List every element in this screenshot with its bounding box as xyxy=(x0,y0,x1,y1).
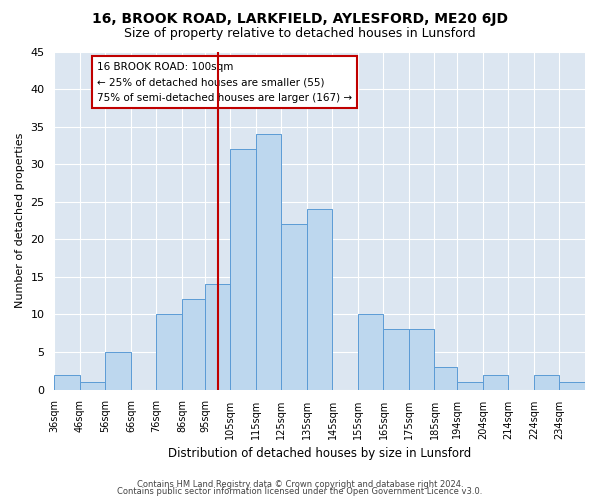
Bar xyxy=(383,330,409,390)
Bar xyxy=(409,330,434,390)
Bar xyxy=(256,134,281,390)
Bar xyxy=(230,149,256,390)
Text: 16, BROOK ROAD, LARKFIELD, AYLESFORD, ME20 6JD: 16, BROOK ROAD, LARKFIELD, AYLESFORD, ME… xyxy=(92,12,508,26)
Text: Contains public sector information licensed under the Open Government Licence v3: Contains public sector information licen… xyxy=(118,487,482,496)
Bar xyxy=(534,374,559,390)
Text: Size of property relative to detached houses in Lunsford: Size of property relative to detached ho… xyxy=(124,28,476,40)
Bar xyxy=(307,210,332,390)
Bar xyxy=(457,382,483,390)
Bar xyxy=(434,367,457,390)
Text: Contains HM Land Registry data © Crown copyright and database right 2024.: Contains HM Land Registry data © Crown c… xyxy=(137,480,463,489)
X-axis label: Distribution of detached houses by size in Lunsford: Distribution of detached houses by size … xyxy=(168,447,472,460)
Bar xyxy=(80,382,106,390)
Y-axis label: Number of detached properties: Number of detached properties xyxy=(15,133,25,308)
Text: 16 BROOK ROAD: 100sqm
← 25% of detached houses are smaller (55)
75% of semi-deta: 16 BROOK ROAD: 100sqm ← 25% of detached … xyxy=(97,62,352,103)
Bar xyxy=(55,374,80,390)
Bar xyxy=(559,382,585,390)
Bar xyxy=(483,374,508,390)
Bar xyxy=(182,300,205,390)
Bar xyxy=(205,284,230,390)
Bar xyxy=(106,352,131,390)
Bar xyxy=(358,314,383,390)
Bar xyxy=(281,224,307,390)
Bar xyxy=(157,314,182,390)
